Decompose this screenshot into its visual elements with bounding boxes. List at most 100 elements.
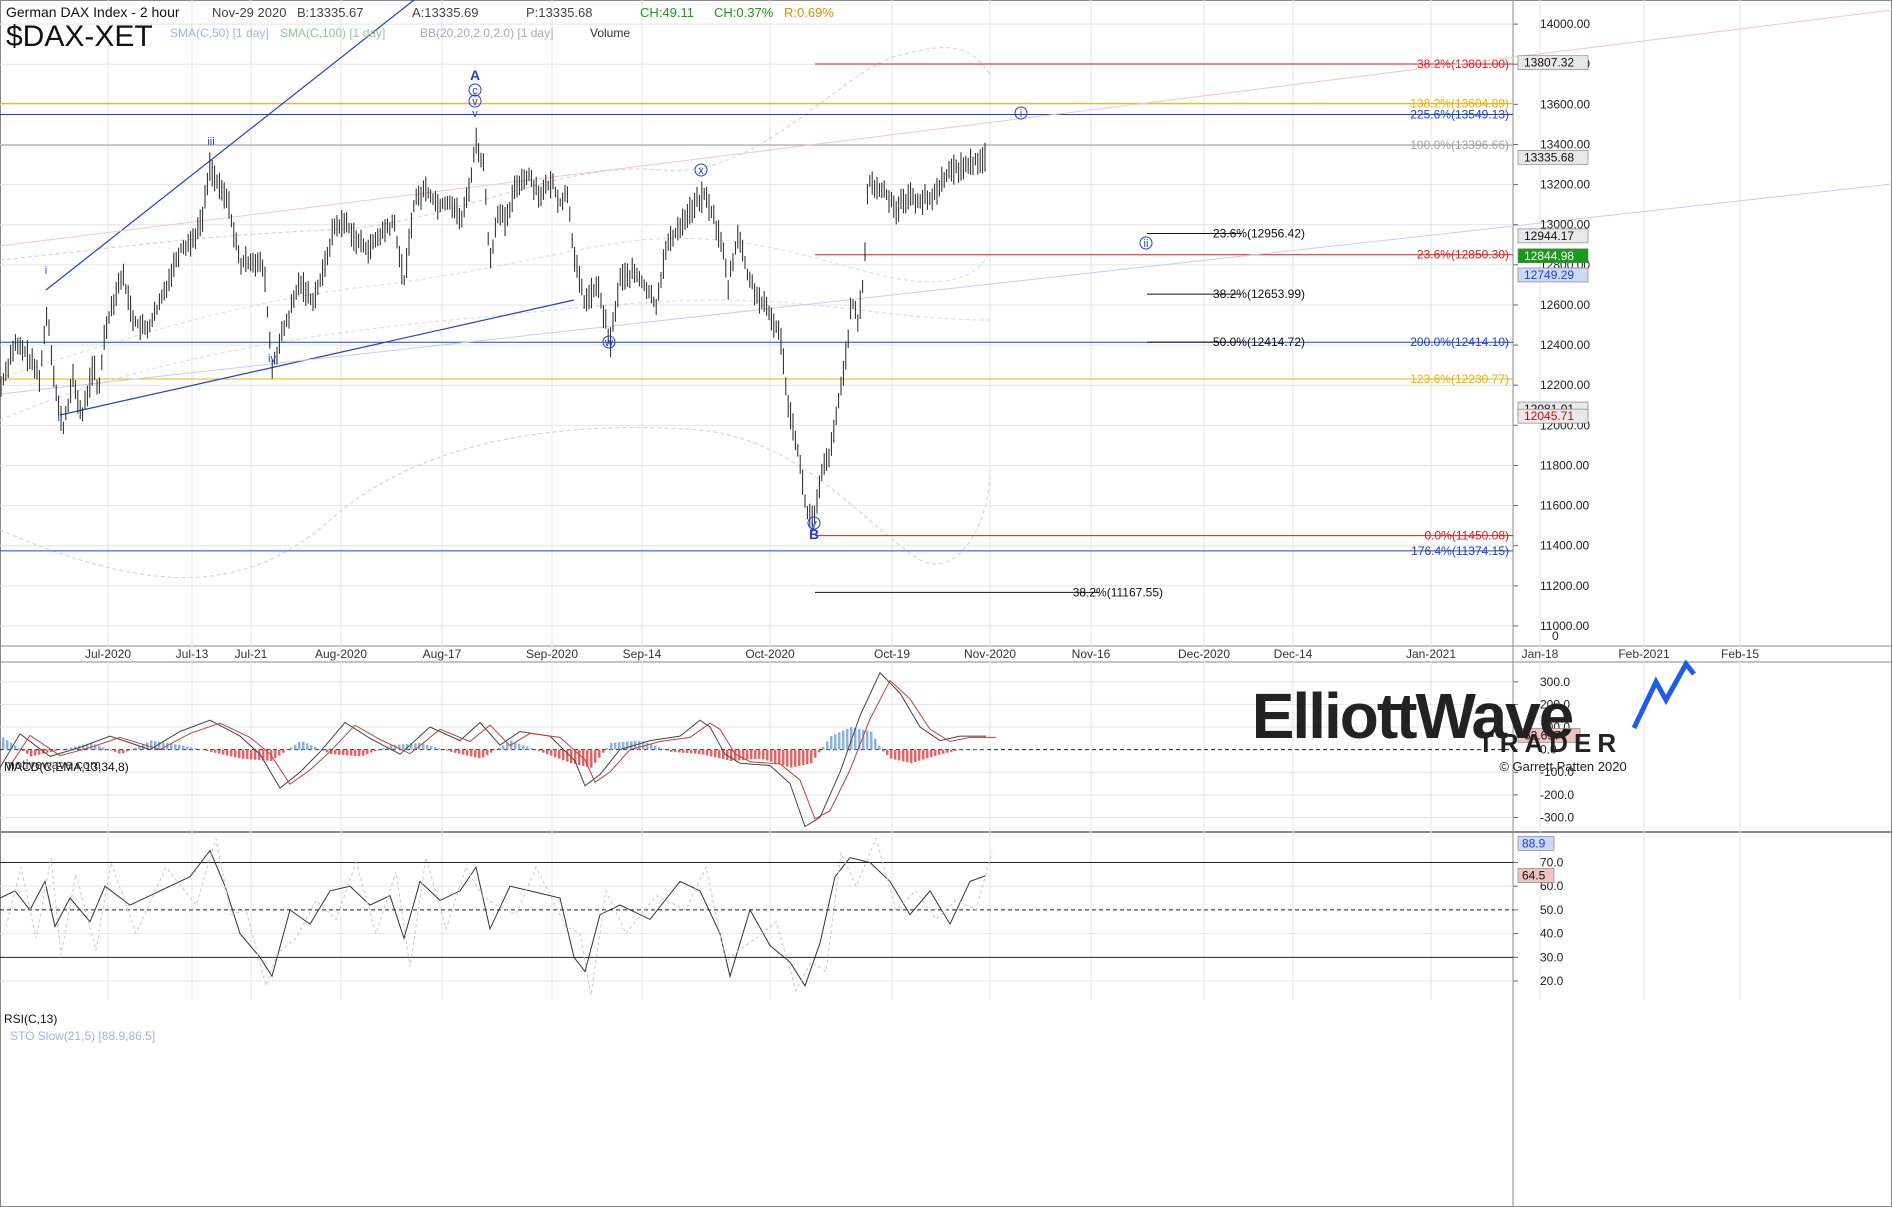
macd-hist-bar [654,745,657,750]
macd-hist-bar [950,749,953,752]
macd-hist-bar [346,749,349,756]
macd-hist-bar [378,749,381,751]
fib-label: 123.6%(12230.77) [1410,372,1509,386]
macd-hist-bar [714,749,717,758]
macd-hist-bar [902,749,905,762]
price-tag [1517,55,1589,71]
macd-tick-label: -300.0 [1540,810,1574,824]
brand-logo: ElliottWave TRADER © Garrett Patten 2020 [1252,659,1696,774]
macd-hist-bar [258,749,261,761]
macd-hist-bar [430,745,433,750]
macd-hist-bar [726,749,729,761]
macd-hist-bar [642,741,645,750]
y-tick-label: 12200.00 [1540,378,1590,392]
watermark-motivewave: motivewave.com [4,757,101,772]
macd-hist-bar [34,749,37,756]
macd-hist-bar [118,749,121,754]
macd-hist-bar [734,749,737,761]
macd-hist-bar [870,731,873,750]
macd-hist-bar [614,742,617,750]
wave-circle [468,94,482,108]
macd-hist-bar [322,749,325,751]
y-tick-label: 14000.00 [1540,17,1590,31]
macd-hist-bar [986,749,989,751]
price-tag-label: 12749.29 [1524,268,1574,282]
macd-hist-bar [302,741,305,750]
macd-value-tag [1517,728,1581,743]
indicator-curve [0,299,991,421]
macd-hist-bar [546,749,549,755]
macd-hist-bar [758,749,761,759]
x-tick-label: Sep-14 [623,647,662,661]
wave-label: A [470,67,480,83]
macd-hist-bar [602,749,605,753]
macd-hist-bar [506,743,509,750]
x-tick-label: Jul-21 [235,647,268,661]
header-range-pct: R:0.69% [784,5,834,20]
header-last: P:13335.68 [526,5,593,20]
fib-label: 200.0%(12414.10) [1410,335,1509,349]
macd-hist-bar [470,749,473,757]
rsi-line [0,849,987,987]
price-axis: 11000.00 11200.00 11400.00 11600.00 11800.00… [1513,17,1590,643]
macd-hist-bar [530,748,533,750]
macd-hist-bar [414,743,417,750]
macd-hist-bar [6,740,9,750]
macd-hist-bar [562,749,565,761]
study-volume: Volume [590,26,630,40]
macd-hist-bar [898,749,901,761]
macd-hist-bar [82,744,85,750]
macd-hist-bar [230,749,233,757]
macd-hist-bar [490,749,493,753]
fib-label: 138.2%(13604.89) [1410,96,1509,110]
sto-value-tag [1517,836,1555,851]
macd-hist-bar [102,747,105,750]
macd-hist-bar [398,744,401,750]
macd-hist-bar [666,749,669,751]
macd-hist-bar [778,749,781,765]
macd-hist-bar [722,749,725,760]
fib-label: 176.4%(11374.15) [1411,544,1509,558]
macd-hist-bar [542,749,545,753]
macd-signal [9,679,996,820]
macd-hist-bar [222,749,225,755]
macd-hist-bar [678,749,681,753]
macd-hist-bar [706,749,709,756]
macd-hist-bar [50,749,53,752]
x-tick-label: Jul-13 [176,647,209,661]
macd-hist-bar [790,749,793,768]
macd-hist-bar [806,749,809,765]
wave-circle [807,516,821,530]
macd-hist-bar [158,741,161,750]
macd-hist-bar [454,749,457,753]
macd-hist-bar [170,743,173,750]
macd-hist-bar [438,748,441,750]
macd-hist-bar [590,749,593,768]
macd-hist-bar [94,744,97,750]
time-axis: Jul-2020 Jul-13 Jul-21 Aug-2020 Aug-17 Sep-20… [85,647,1759,661]
macd-hist-bar [98,745,101,750]
macd-hist-bar [458,749,461,754]
macd-hist-bar [858,728,861,750]
wave-label: B [809,526,819,542]
macd-hist-bar [570,749,573,764]
header-change-pct: CH:0.37% [714,5,774,20]
macd-hist-bar [374,749,377,752]
macd-hist-bar [826,741,829,750]
x-tick-label: Feb-15 [1721,647,1759,661]
macd-hist-bar [934,749,937,756]
y-tick-label: 13200.00 [1540,178,1590,192]
macd-hist-bar [526,746,529,750]
macd-hist-bar [750,749,753,760]
macd-hist-bar [846,728,849,750]
macd-hist-bar [326,749,329,753]
macd-hist-bar [342,749,345,756]
macd-hist-bar [178,744,181,750]
macd-line [0,671,986,828]
macd-hist-bar [762,749,765,760]
macd-hist-bar [446,749,449,751]
macd-hist-bar [206,749,209,751]
zero-label: 0 [1552,629,1559,643]
price-tag-label: 13335.68 [1524,150,1574,164]
x-tick-label: Nov-16 [1072,647,1111,661]
